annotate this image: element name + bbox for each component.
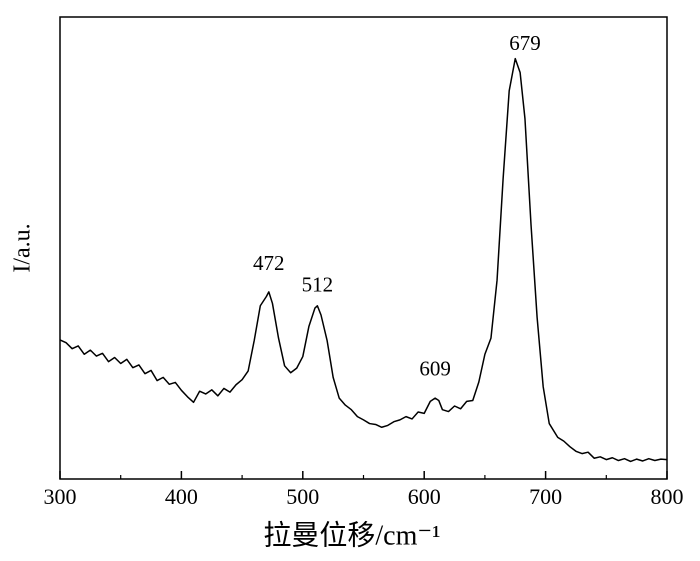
peak-label: 679 (509, 31, 541, 55)
spectrum-line (59, 57, 668, 463)
peak-label: 472 (253, 251, 285, 275)
plot-frame (59, 16, 668, 480)
x-tick-label: 800 (651, 484, 684, 509)
x-axis-label: 拉曼位移/cm⁻¹ (263, 519, 440, 551)
x-tick-label: 600 (408, 484, 441, 509)
x-tick-label: 700 (529, 484, 562, 509)
peak-label: 609 (419, 357, 451, 381)
peak-label: 512 (302, 273, 334, 297)
x-tick-label: 500 (286, 484, 319, 509)
x-tick-label: 300 (44, 484, 77, 509)
y-axis-label: I/a.u. (10, 223, 36, 272)
x-tick-label: 400 (165, 484, 198, 509)
